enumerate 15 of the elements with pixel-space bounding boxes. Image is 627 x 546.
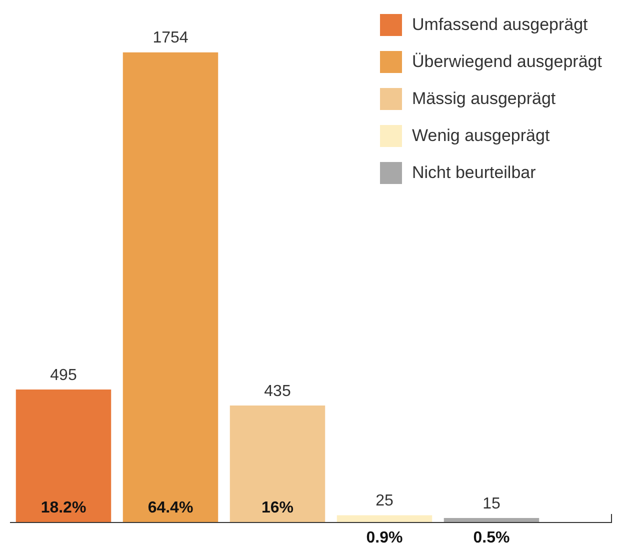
legend-label: Mässig ausgeprägt <box>412 88 556 108</box>
data-label: 25 <box>376 492 394 510</box>
text: 0.5% <box>473 529 510 546</box>
text: 0.9% <box>366 529 403 546</box>
data-label: 15 <box>482 495 500 512</box>
legend-label: Überwiegend ausgeprägt <box>412 52 602 72</box>
data-label: 495 <box>50 366 77 384</box>
annotation: 64.4% <box>148 499 194 516</box>
annotation: 16% <box>261 499 294 516</box>
legend-label: Wenig ausgeprägt <box>412 126 550 146</box>
data-label: 435 <box>264 382 291 400</box>
data-label: 1754 <box>152 30 188 47</box>
annotation: 18.2% <box>40 499 86 516</box>
legend-label: Nicht beurteilbar <box>412 162 536 182</box>
legend-label: Umfassend ausgeprägt <box>412 14 588 34</box>
